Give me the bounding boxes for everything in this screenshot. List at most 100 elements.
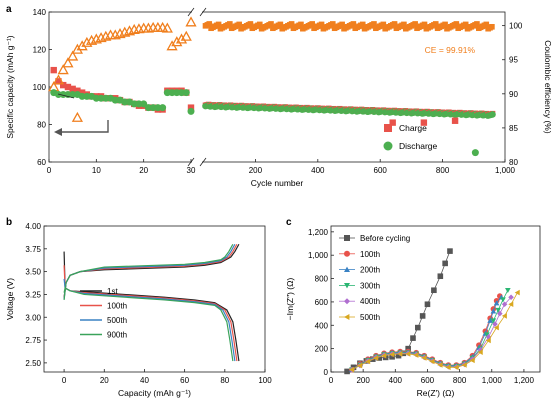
ce-long-point	[489, 23, 495, 30]
eis-line-400th	[351, 296, 512, 371]
plot-frame-c	[330, 225, 541, 373]
x-tick-label-c: 600	[421, 376, 435, 385]
x-axis-label-a: Cycle number	[251, 178, 304, 188]
legend-label-b: 1st	[107, 287, 118, 296]
eis-point	[349, 366, 355, 373]
plot-frame-b	[43, 225, 266, 373]
discharge-long-point	[489, 111, 496, 118]
charge-point	[55, 78, 62, 85]
ce-point	[185, 16, 197, 27]
ce-long-point	[256, 21, 263, 28]
legend-label-b: 900th	[107, 331, 127, 340]
ce-long-point	[247, 21, 254, 27]
eis-point	[421, 355, 427, 361]
eis-point	[508, 294, 514, 301]
ce-long-point	[380, 21, 387, 28]
charge-point	[74, 87, 81, 94]
rate-label: 2C	[97, 0, 107, 2]
eis-point	[413, 352, 419, 358]
ce-long-point	[227, 21, 233, 27]
y-tick-label-c: 1,000	[308, 251, 329, 260]
panel-a-label: a	[6, 4, 12, 15]
y-tick-label-c: 600	[315, 298, 329, 307]
charge-outlier-point	[451, 117, 459, 124]
eis-point	[477, 349, 483, 355]
ce-long-point	[391, 21, 398, 27]
eis-point	[477, 347, 484, 353]
ce-point	[52, 74, 65, 85]
eis-point	[365, 358, 371, 365]
charge-point	[60, 81, 67, 89]
legend-label-c: 100th	[360, 250, 380, 259]
ce-long-point	[442, 21, 448, 28]
y-tick-label-b: 2.50	[25, 359, 41, 368]
y2-tick-label-a: 85	[509, 124, 518, 133]
discharge-curve-900th	[63, 287, 234, 362]
ce-long-point	[483, 21, 490, 28]
x-tick-label-b: 80	[220, 376, 229, 385]
eis-point	[495, 307, 501, 313]
ce-point	[161, 22, 173, 33]
y-tick-label-b: 3.25	[25, 290, 41, 299]
rate-arrow	[57, 93, 75, 99]
eis-point	[357, 362, 363, 369]
x-axis-label-b: Capacity (mAh g⁻¹)	[118, 388, 191, 398]
x-tick-label-a: 800	[436, 166, 450, 175]
y-axis-label-a: Specific capacity (mAh g⁻¹)	[5, 35, 15, 138]
ce-long-point	[329, 21, 336, 27]
eis-point	[487, 317, 493, 323]
ce-long-point	[277, 21, 284, 28]
eis-point	[397, 351, 403, 357]
x-tick-label-c: 200	[356, 376, 370, 385]
ce-long-point	[453, 21, 460, 27]
y-tick-label-a: 120	[33, 46, 47, 55]
x-tick-label-a: 200	[249, 166, 263, 175]
x-tick-label-a: 0	[47, 166, 52, 175]
ce-outlier-point	[71, 111, 84, 122]
y-tick-label-c: 400	[315, 321, 329, 330]
eis-point	[447, 248, 453, 254]
discharge-point	[140, 100, 148, 108]
eis-point	[373, 355, 379, 361]
x-tick-label-b: 100	[258, 376, 272, 385]
ce-long-point	[298, 21, 304, 28]
ce-long-point	[421, 21, 428, 28]
y-axis-label-b: Voltage (V)	[5, 278, 15, 320]
eis-point	[381, 352, 387, 359]
charge-point	[78, 89, 86, 96]
x-tick-label-c: 1,200	[514, 376, 535, 385]
rate-label: 1C	[91, 0, 101, 2]
x-tick-label-c: 800	[453, 376, 467, 385]
discharge-point	[159, 104, 167, 112]
y-tick-label-a: 100	[33, 83, 47, 92]
ce-long-point	[318, 21, 325, 28]
legend-marker-c	[344, 314, 350, 320]
x-tick-label-c: 0	[329, 376, 334, 385]
legend-label-c: 300th	[360, 281, 380, 290]
eis-point	[410, 335, 416, 341]
x-tick-label-a: 600	[374, 166, 388, 175]
eis-line-500th	[351, 292, 518, 371]
legend-label-b: 500th	[107, 316, 127, 325]
axis-break-gap-top	[192, 8, 202, 16]
y-tick-label-b: 3.75	[25, 245, 41, 254]
x-tick-label-b: 0	[62, 376, 67, 385]
x-tick-label-a: 30	[187, 166, 196, 175]
legend-label-c: 500th	[360, 313, 380, 322]
panel-b: 0 20 40 60 80 100 2.50 2.75 3.00 3.25 3.50 3.75 4.00…	[5, 222, 272, 398]
x-tick-label-a: 20	[139, 166, 148, 175]
eis-point	[500, 297, 506, 303]
rate-label: C/2	[91, 0, 104, 2]
discharge-point	[182, 89, 190, 97]
eis-point	[389, 354, 395, 360]
ce-long-point	[474, 21, 480, 27]
eis-point	[442, 260, 448, 267]
eis-point	[395, 352, 402, 359]
y2-tick-label-a: 100	[509, 22, 523, 31]
ce-point	[62, 57, 74, 68]
charge-curve-900th	[63, 243, 234, 300]
eis-point	[484, 332, 490, 338]
ce-long-point	[339, 21, 345, 28]
eis-point	[415, 324, 421, 331]
eis-point	[508, 301, 514, 308]
